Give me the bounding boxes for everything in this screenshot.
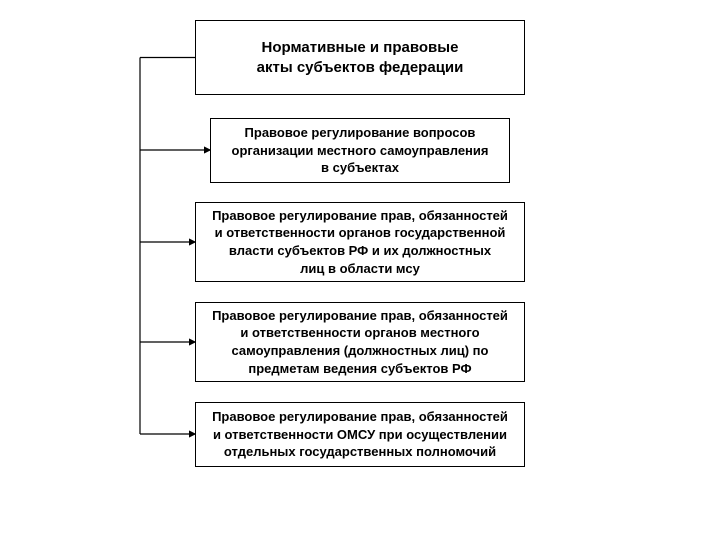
item-box-1: Правовое регулирование прав, обязанносте… [195,202,525,282]
root-title-box: Нормативные и правовыеакты субъектов фед… [195,20,525,95]
item-text-2: Правовое регулирование прав, обязанносте… [212,307,508,377]
item-text-1: Правовое регулирование прав, обязанносте… [212,207,508,277]
item-text-0: Правовое регулирование вопросоворганизац… [232,124,489,177]
item-box-3: Правовое регулирование прав, обязанносте… [195,402,525,467]
item-text-3: Правовое регулирование прав, обязанносте… [212,408,508,461]
item-box-0: Правовое регулирование вопросоворганизац… [210,118,510,183]
diagram-container: Нормативные и правовыеакты субъектов фед… [0,0,720,540]
item-box-2: Правовое регулирование прав, обязанносте… [195,302,525,382]
root-title-text: Нормативные и правовыеакты субъектов фед… [257,38,464,77]
